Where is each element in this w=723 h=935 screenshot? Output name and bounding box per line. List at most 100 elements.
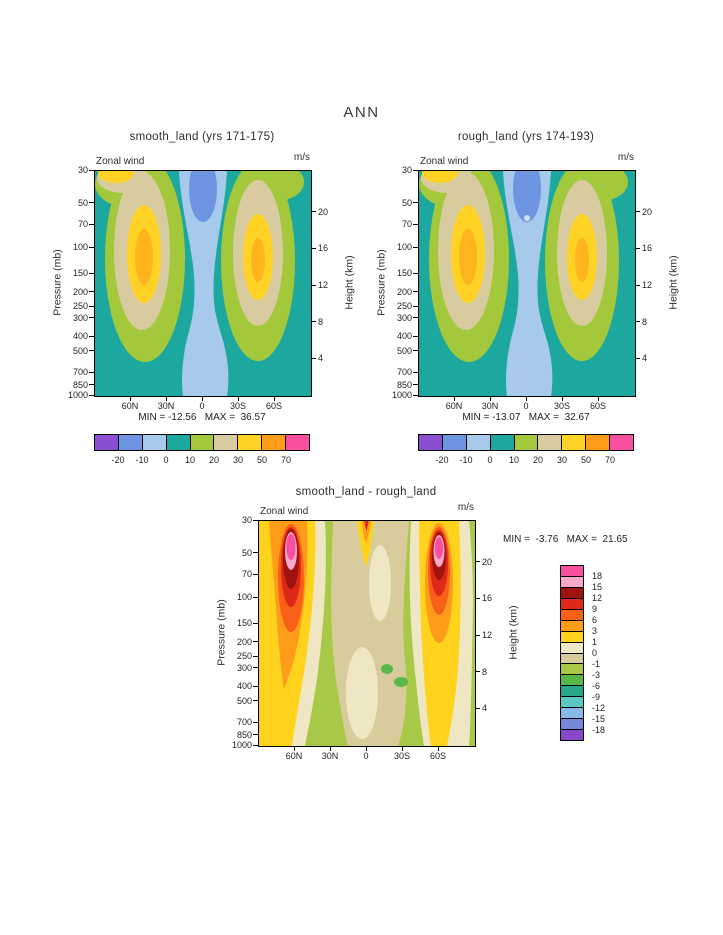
colorbar-box (141, 434, 167, 451)
panel-rough-field-label: Zonal wind (420, 156, 469, 167)
pressure-tick-label: 850 (72, 379, 88, 390)
lat-tick-mark (273, 396, 275, 401)
colorbar-box (560, 729, 584, 741)
lat-tick-mark (237, 396, 239, 401)
pressure-tick-mark (253, 734, 258, 736)
colorbar-tick-label: -15 (592, 714, 606, 724)
pressure-tick-label: 850 (396, 379, 412, 390)
height-tick-mark (311, 284, 316, 286)
pressure-tick-label: 30 (241, 515, 252, 525)
colorbar-box (94, 434, 119, 451)
colorbar-tick-label: 70 (280, 455, 291, 465)
height-tick-mark (311, 211, 316, 213)
colorbar-box (261, 434, 287, 451)
pressure-tick-label: 200 (396, 286, 412, 297)
panel-diff-title: smooth_land - rough_land (295, 486, 437, 498)
height-tick-mark (311, 357, 316, 359)
colorbar-tick-label: 50 (580, 455, 591, 465)
pressure-axis-label-rough: Pressure (mb) (375, 249, 388, 316)
lat-tick-label: 30S (393, 751, 410, 761)
lat-tick-mark (201, 396, 203, 401)
lat-tick-label: 60S (589, 401, 606, 411)
pressure-tick-label: 400 (236, 681, 252, 692)
colorbar-tick-label: 0 (487, 455, 493, 465)
colorbar-box (489, 434, 515, 451)
colorbar-tick-label: -6 (592, 681, 601, 691)
pressure-tick-mark (89, 202, 94, 204)
pressure-tick-mark (253, 744, 258, 746)
height-tick-mark (475, 707, 480, 709)
pressure-tick-label: 400 (396, 331, 412, 342)
pressure-tick-label: 70 (401, 219, 412, 230)
stats-rough: MIN = -13.07 MAX = 32.67 (462, 412, 590, 423)
height-tick-mark (635, 357, 640, 359)
colorbar-box (237, 434, 263, 451)
pressure-tick-mark (413, 317, 418, 319)
contour-field-rough (419, 171, 635, 396)
colorbar-box (117, 434, 143, 451)
pressure-tick-mark (89, 371, 94, 373)
stats-smooth: MIN = -12.56 MAX = 36.57 (138, 412, 266, 423)
pressure-tick-label: 1000 (67, 390, 88, 400)
colorbar-box (585, 434, 611, 451)
colorbar-tick-label: -10 (135, 455, 149, 465)
contour-field-smooth (95, 171, 311, 396)
pressure-tick-label: 30 (77, 165, 88, 175)
colorbar-tick-label: 20 (532, 455, 543, 465)
colorbar-box (418, 434, 443, 451)
height-tick-label: 8 (642, 316, 648, 327)
pressure-tick-label: 1000 (231, 740, 252, 750)
lat-tick-label: 30N (321, 751, 339, 761)
colorbar-tick-label: 70 (604, 455, 615, 465)
height-tick-label: 20 (318, 206, 329, 217)
height-tick-mark (475, 597, 480, 599)
colorbar-tick-label: 20 (208, 455, 219, 465)
height-tick-label: 20 (482, 556, 493, 567)
pressure-tick-label: 100 (396, 242, 412, 253)
panel-rough-plot (418, 170, 636, 397)
pressure-tick-mark (413, 305, 418, 307)
height-tick-mark (311, 321, 316, 323)
colorbar-box (165, 434, 191, 451)
colorbar-tick-label: 1 (592, 637, 598, 647)
height-axis-label-smooth: Height (km) (343, 255, 356, 310)
panel-diff-units-label: m/s (457, 502, 474, 513)
height-axis-label-rough: Height (km) (667, 255, 680, 310)
height-tick-label: 12 (642, 280, 653, 290)
height-tick-mark (635, 284, 640, 286)
lat-tick-mark (165, 396, 167, 401)
lat-tick-mark (293, 746, 295, 751)
pressure-tick-mark (253, 667, 258, 669)
height-tick-mark (311, 247, 316, 249)
colorbar-box (189, 434, 215, 451)
pressure-tick-label: 300 (396, 312, 412, 323)
lat-tick-label: 0 (199, 401, 205, 411)
pressure-tick-label: 150 (236, 618, 252, 629)
lat-tick-mark (437, 746, 439, 751)
pressure-tick-label: 850 (236, 729, 252, 740)
colorbar-tick-label: 50 (256, 455, 267, 465)
colorbar-tick-label: -9 (592, 692, 601, 702)
colorbar-tick-label: -12 (592, 703, 606, 713)
lat-tick-mark (329, 746, 331, 751)
height-tick-mark (635, 211, 640, 213)
colorbar-tick-label: -1 (592, 659, 601, 669)
height-tick-mark (475, 671, 480, 673)
colorbar (418, 434, 635, 451)
colorbar-tick-label: 6 (592, 615, 598, 625)
pressure-tick-mark (413, 335, 418, 337)
panel-diff-plot (258, 520, 476, 747)
pressure-tick-mark (253, 700, 258, 702)
height-tick-label: 4 (642, 353, 648, 364)
pressure-tick-mark (253, 641, 258, 643)
colorbar-box (537, 434, 563, 451)
colorbar-box (213, 434, 239, 451)
pressure-tick-mark (413, 169, 418, 171)
pressure-tick-label: 30 (401, 165, 412, 175)
lat-tick-mark (489, 396, 491, 401)
pressure-tick-label: 500 (396, 345, 412, 356)
colorbar-tick-label: -20 (111, 455, 125, 465)
colorbar-tick-label: 10 (508, 455, 519, 465)
lat-tick-mark (561, 396, 563, 401)
